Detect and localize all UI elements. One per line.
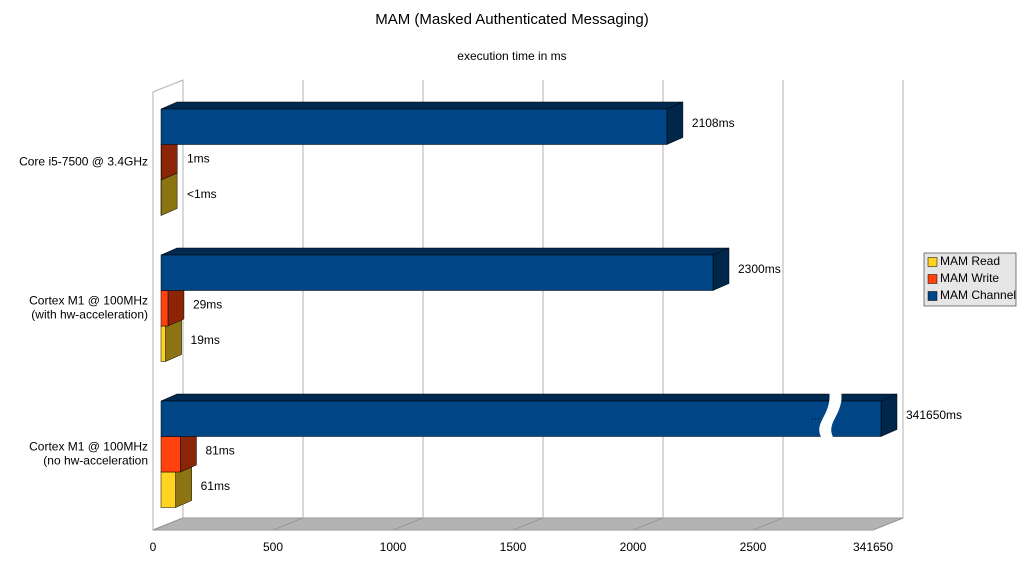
- plot-walls: [152, 79, 904, 531]
- x-tick-label: 1000: [380, 540, 407, 554]
- bar: [160, 108, 668, 145]
- value-label: 61ms: [201, 479, 230, 493]
- bar-side: [666, 101, 684, 145]
- axis-break: [819, 393, 842, 438]
- bar: [160, 471, 176, 508]
- x-tick-label: 1500: [500, 540, 527, 554]
- floor-line: [632, 517, 664, 531]
- value-label: <1ms: [187, 187, 217, 201]
- legend-box: [923, 252, 1017, 307]
- floor-line: [872, 517, 904, 531]
- value-label: 19ms: [191, 333, 220, 347]
- legend-label: MAM Channel: [940, 288, 1016, 302]
- floor-line: [752, 517, 784, 531]
- bar: [160, 290, 169, 327]
- legend-label: MAM Write: [940, 271, 999, 285]
- floor-line: [392, 517, 424, 531]
- value-label: 341650ms: [906, 408, 962, 422]
- bar-top: [160, 247, 730, 256]
- bar-top: [160, 393, 898, 402]
- chart-subtitle: execution time in ms: [457, 49, 566, 63]
- floor-line: [512, 517, 544, 531]
- axis-break-label: ...: [811, 412, 819, 423]
- bar-side: [712, 247, 730, 291]
- floor-line: [152, 517, 184, 531]
- bar: [160, 436, 181, 473]
- x-tick-label: 2000: [620, 540, 647, 554]
- legend-label: MAM Read: [940, 254, 1000, 268]
- legend-swatch: [927, 291, 938, 301]
- value-label: 29ms: [193, 297, 222, 311]
- bar-side: [160, 172, 178, 216]
- x-tick-label: 0: [150, 540, 157, 554]
- y-tick-label: Cortex M1 @ 100MHz (with hw-acceleration): [29, 293, 148, 321]
- value-label: 81ms: [205, 443, 234, 457]
- x-tick-label: 2500: [740, 540, 767, 554]
- value-label: 1ms: [187, 151, 210, 165]
- value-label: 2108ms: [692, 116, 735, 130]
- bar-side: [880, 393, 898, 437]
- legend: MAM Read MAM Write MAM Channel: [923, 252, 1017, 307]
- y-tick-label: Core i5-7500 @ 3.4GHz: [19, 154, 148, 168]
- y-tick-label: Cortex M1 @ 100MHz (no hw-acceleration: [29, 439, 148, 467]
- bar-top: [160, 101, 684, 110]
- x-tick-label: 341650: [853, 540, 893, 554]
- floor-line: [272, 517, 304, 531]
- value-label: 2300ms: [738, 262, 781, 276]
- legend-swatch: [927, 257, 938, 267]
- bar: [160, 254, 714, 291]
- legend-swatch: [927, 274, 938, 284]
- bar: [160, 400, 882, 437]
- chart-title: MAM (Masked Authenticated Messaging): [375, 11, 648, 28]
- x-tick-label: 500: [263, 540, 283, 554]
- bar: [160, 325, 166, 362]
